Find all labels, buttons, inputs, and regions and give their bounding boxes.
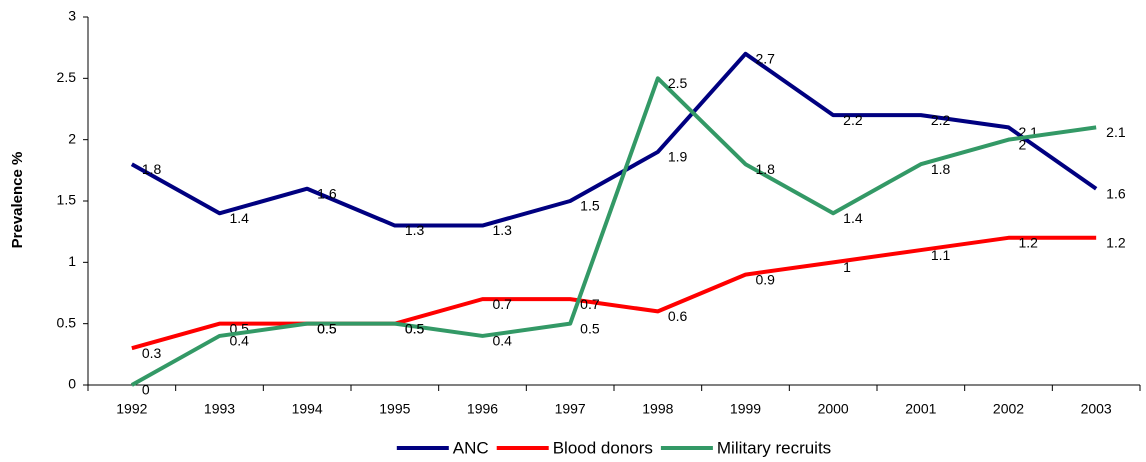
- x-tick-label: 2000: [818, 401, 849, 417]
- y-tick-label: 2.5: [57, 69, 77, 85]
- data-label: 1.9: [668, 149, 688, 165]
- x-tick-label: 1995: [379, 401, 410, 417]
- data-label: 1.6: [1106, 185, 1126, 201]
- data-label: 1.1: [931, 247, 951, 263]
- y-tick-label: 0.5: [57, 314, 77, 330]
- y-tick-label: 3: [68, 8, 76, 24]
- x-tick-label: 1999: [730, 401, 761, 417]
- data-label: 1.8: [142, 161, 162, 177]
- x-tick-label: 1993: [204, 401, 235, 417]
- data-label: 1.6: [317, 185, 337, 201]
- data-label: 1.8: [756, 161, 776, 177]
- data-label: 1.3: [493, 222, 513, 238]
- series-line: [130, 51, 1098, 228]
- legend-label: ANC: [453, 438, 489, 457]
- data-label: 1.8: [931, 161, 951, 177]
- y-tick-label: 2: [68, 130, 76, 146]
- data-label: 1.2: [1106, 235, 1126, 251]
- data-label: 2: [1019, 136, 1027, 152]
- legend-label: Blood donors: [553, 438, 653, 457]
- data-label: 2.2: [843, 112, 863, 128]
- data-label: 1.4: [843, 210, 863, 226]
- x-tick-label: 1998: [642, 401, 673, 417]
- x-tick-label: 2002: [993, 401, 1024, 417]
- data-label: 0.3: [142, 345, 162, 361]
- data-label: 0.5: [580, 320, 600, 336]
- data-label: 0.7: [493, 296, 513, 312]
- y-axis-label: Prevalence %: [9, 152, 26, 249]
- data-label: 0.4: [493, 333, 513, 349]
- data-label: 0.7: [580, 296, 600, 312]
- series-line: [130, 76, 1097, 387]
- data-label: 2.1: [1106, 124, 1126, 140]
- x-tick-label: 1994: [292, 401, 323, 417]
- data-label: 0.6: [668, 308, 688, 324]
- data-label: 0.9: [756, 271, 776, 287]
- y-tick-label: 1: [68, 253, 76, 269]
- x-tick-label: 2003: [1081, 401, 1112, 417]
- data-label: 2.7: [756, 51, 776, 67]
- data-label: 0.5: [317, 320, 337, 336]
- data-label: 0.4: [230, 333, 250, 349]
- x-tick-label: 1992: [116, 401, 147, 417]
- data-label: 1.4: [230, 210, 250, 226]
- y-tick-label: 0: [68, 376, 76, 392]
- x-tick-label: 2001: [905, 401, 936, 417]
- x-tick-label: 1997: [555, 401, 586, 417]
- data-label: 2.5: [668, 75, 688, 91]
- data-label: 1.3: [405, 222, 425, 238]
- series-line: [131, 235, 1097, 351]
- data-label: 1: [843, 259, 851, 275]
- data-label: 0: [142, 382, 150, 398]
- data-label: 2.2: [931, 112, 951, 128]
- legend: ANC Blood donors Military recruits: [396, 438, 831, 457]
- data-label: 1.5: [580, 198, 600, 214]
- legend-label: Military recruits: [717, 438, 831, 457]
- data-label: 1.2: [1019, 235, 1039, 251]
- x-tick-label: 1996: [467, 401, 498, 417]
- y-tick-label: 1.5: [57, 192, 77, 208]
- data-label: 0.5: [405, 320, 425, 336]
